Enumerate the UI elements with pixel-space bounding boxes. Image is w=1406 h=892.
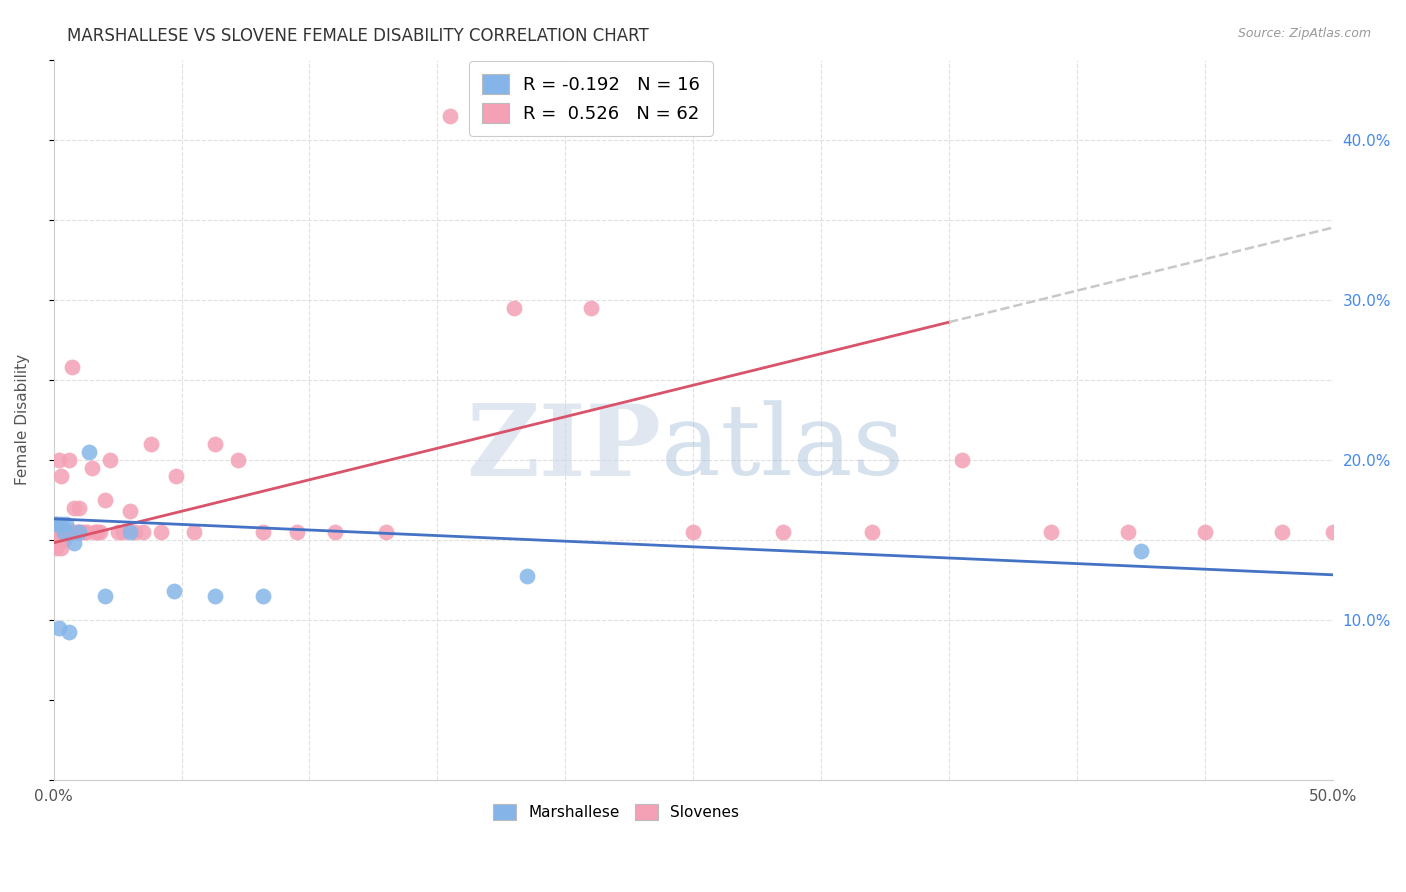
Point [48,524,70,539]
Point [83,524,105,539]
Point [183,524,205,539]
Point [98,452,121,467]
Point [51,541,73,555]
Point [579,301,602,315]
Point [76,524,98,539]
Point [52,524,75,539]
Point [323,524,346,539]
Point [63,524,86,539]
Point [375,524,398,539]
Point [139,436,162,450]
Point [1129,543,1152,558]
Point [1040,524,1063,539]
Point [45,524,67,539]
Point [439,109,461,123]
Point [58,452,80,467]
Text: atlas: atlas [661,401,904,496]
Y-axis label: Female Disability: Female Disability [15,354,30,485]
Point [63,500,86,515]
Point [73,524,96,539]
Point [107,524,129,539]
Text: ZIP: ZIP [467,400,661,497]
Point [67,524,90,539]
Point [63,536,86,550]
Point [226,452,249,467]
Point [132,524,155,539]
Point [51,524,73,539]
Point [111,524,134,539]
Point [165,468,187,483]
Point [55,516,77,531]
Point [48,452,70,467]
Point [51,468,73,483]
Point [124,524,146,539]
Point [204,589,226,603]
Point [52,533,75,547]
Point [52,524,75,539]
Point [682,524,704,539]
Point [1194,524,1216,539]
Point [285,524,308,539]
Point [58,625,80,640]
Point [45,516,67,531]
Point [1271,524,1294,539]
Point [60,524,83,539]
Point [52,524,75,539]
Point [51,516,73,531]
Point [94,492,117,507]
Point [252,524,274,539]
Point [860,524,883,539]
Point [1322,524,1344,539]
Point [48,524,70,539]
Point [48,621,70,635]
Point [45,541,67,555]
Point [163,583,186,598]
Point [48,533,70,547]
Point [55,524,77,539]
Point [86,524,108,539]
Point [94,589,117,603]
Point [51,524,73,539]
Point [950,452,973,467]
Point [516,569,538,583]
Point [204,436,226,450]
Point [45,533,67,547]
Point [1116,524,1139,539]
Legend: Marshallese, Slovenes: Marshallese, Slovenes [488,797,745,826]
Point [80,460,103,475]
Point [67,500,90,515]
Point [89,524,111,539]
Point [60,359,83,374]
Point [120,504,142,518]
Point [772,524,794,539]
Point [66,524,89,539]
Point [70,524,93,539]
Text: MARSHALLESE VS SLOVENE FEMALE DISABILITY CORRELATION CHART: MARSHALLESE VS SLOVENE FEMALE DISABILITY… [67,27,650,45]
Point [79,444,101,458]
Point [150,524,173,539]
Point [120,524,142,539]
Point [55,524,77,539]
Point [503,301,526,315]
Point [58,524,80,539]
Point [252,589,274,603]
Point [45,516,67,531]
Text: Source: ZipAtlas.com: Source: ZipAtlas.com [1237,27,1371,40]
Point [67,524,90,539]
